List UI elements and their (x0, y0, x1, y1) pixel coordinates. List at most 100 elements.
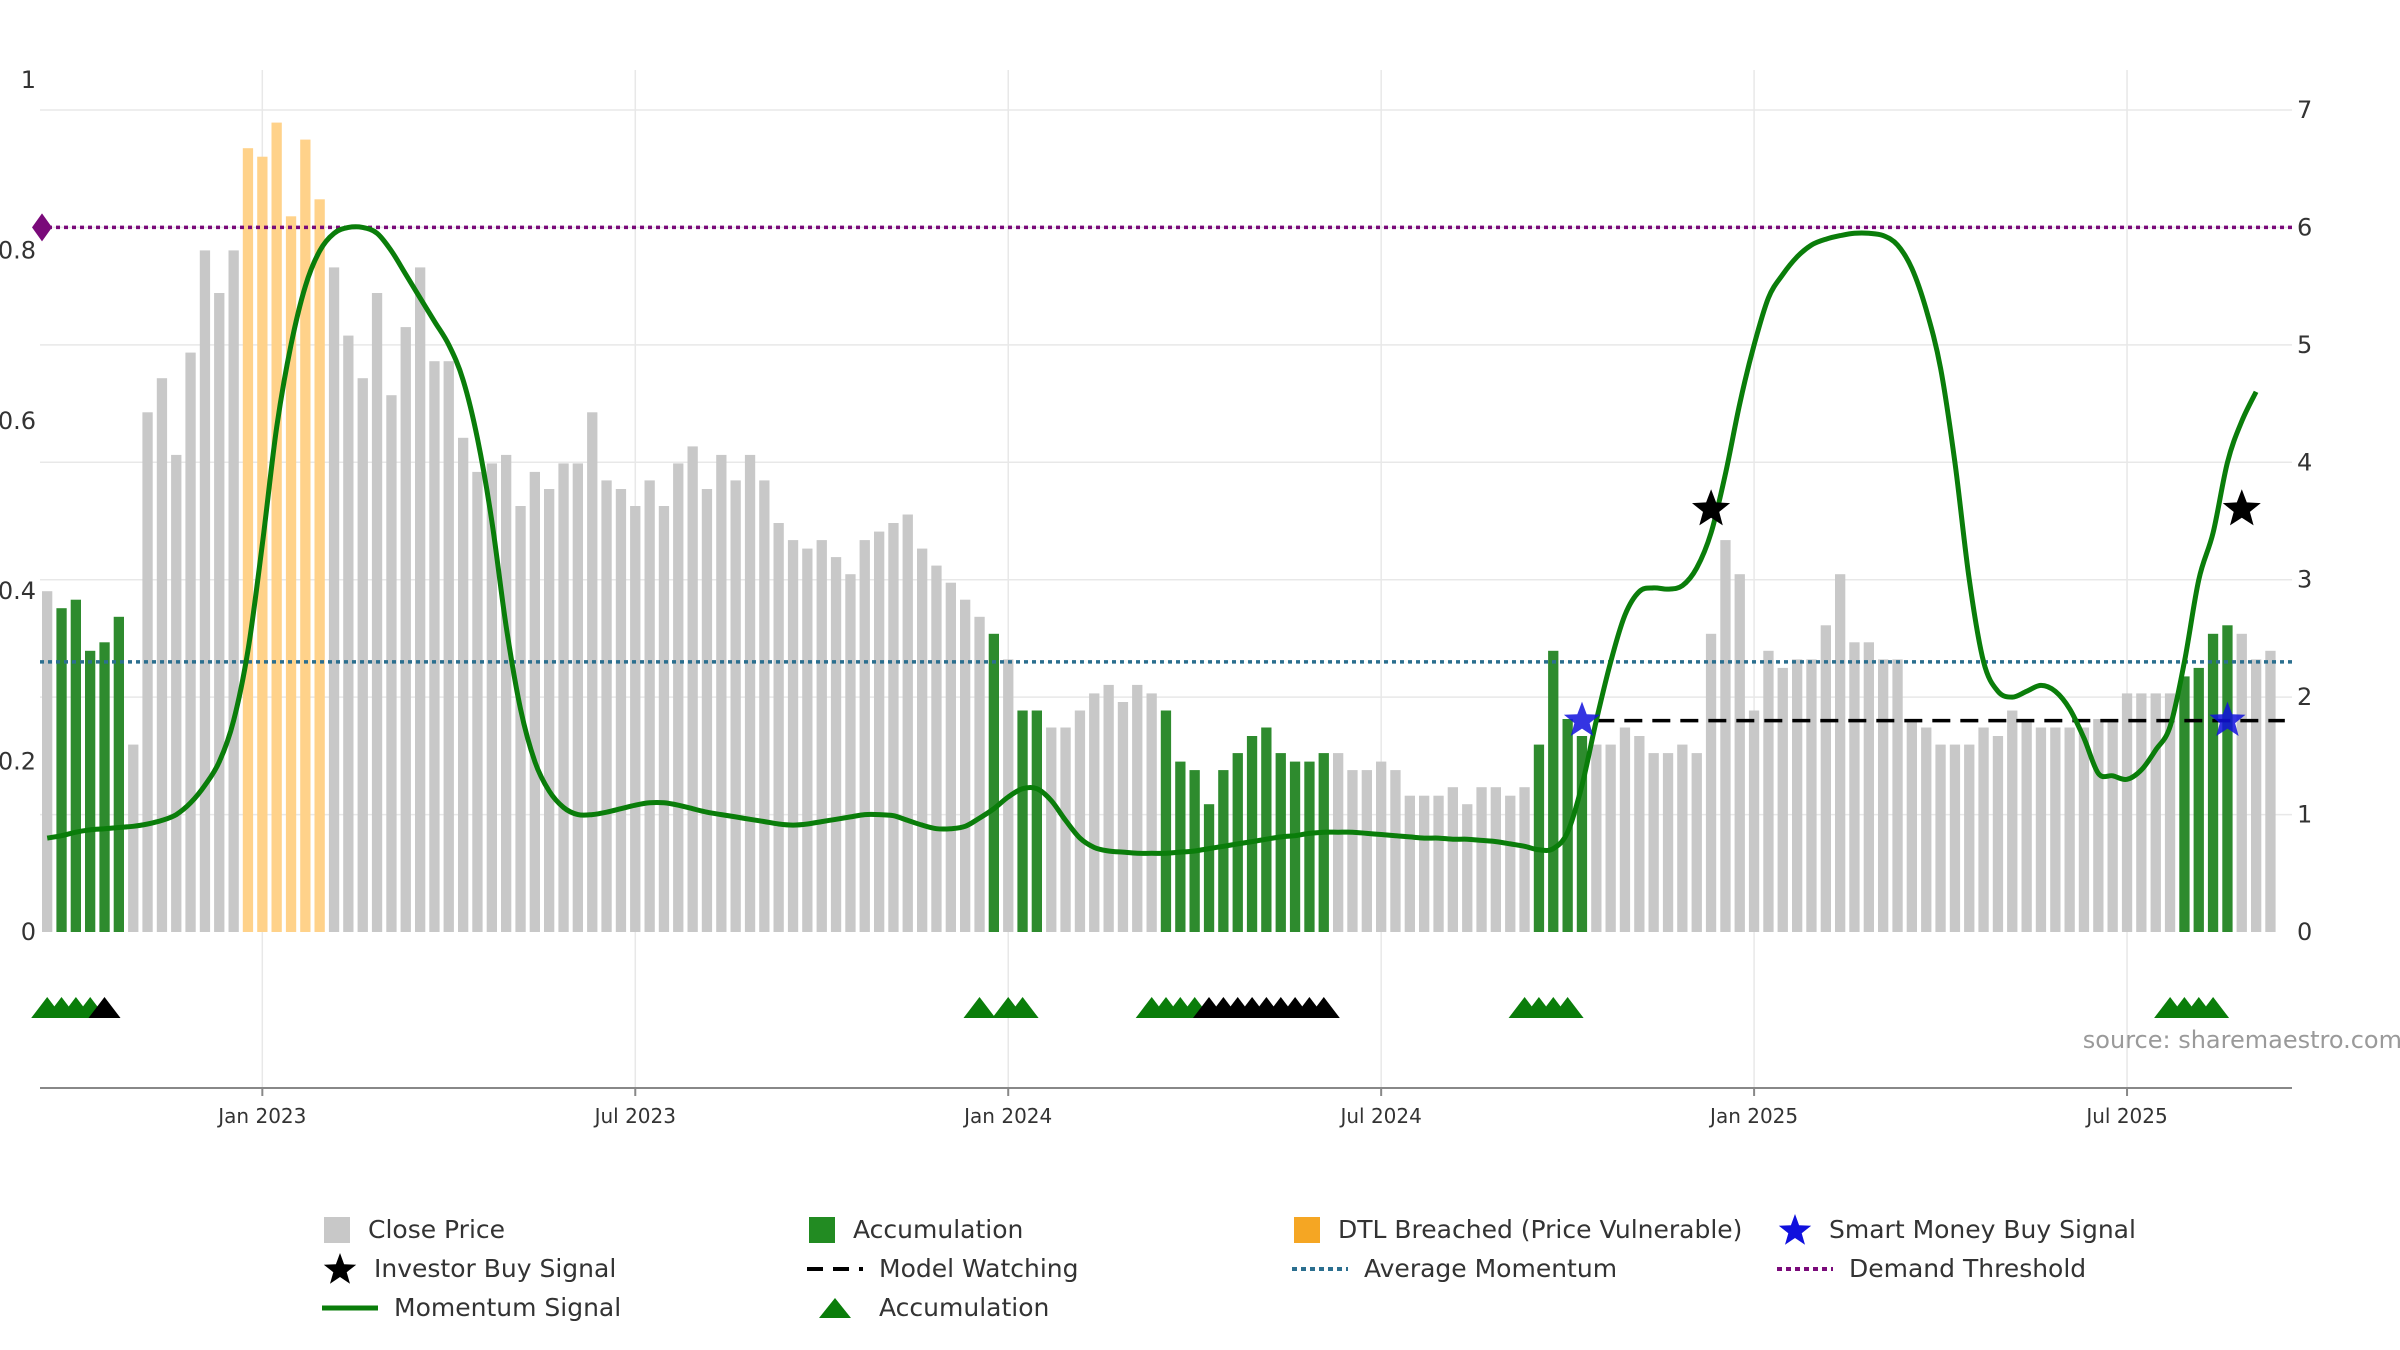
legend-item-smart-money-buy: Smart Money Buy Signal (1775, 1210, 2220, 1249)
close-price-bar (2164, 693, 2176, 932)
y-right-tick-label: 6 (2297, 213, 2312, 241)
accumulation-bar (113, 616, 124, 932)
dtl-breached-bar (285, 216, 297, 933)
accumulation-bar (85, 650, 96, 932)
blue-dotted-line-icon (1292, 1266, 1348, 1271)
close-price-bar (1347, 770, 1358, 932)
close-price-bar (1376, 761, 1387, 932)
y-right-tick-label: 2 (2297, 683, 2312, 711)
y-left-tick-label: 0.2 (0, 748, 36, 776)
close-price-bar (974, 616, 985, 932)
close-price-bar (1103, 684, 1114, 932)
close-price-bar (1634, 736, 1645, 932)
momentum-signal-line (46, 224, 2259, 856)
close-price-bar (744, 454, 756, 932)
close-price-bar (1462, 804, 1473, 932)
close-price-bar (1935, 744, 1946, 932)
signal-markers (31, 489, 2261, 1018)
close-price-bar (2093, 719, 2104, 932)
legend-item-close-price: Close Price (320, 1210, 805, 1249)
close-price-bar (1892, 659, 1903, 932)
close-price-bar (443, 361, 454, 932)
close-price-bar (156, 378, 168, 932)
close-price-bar (830, 557, 842, 932)
legend-label: Model Watching (879, 1254, 1079, 1283)
close-price-bar (2150, 693, 2161, 932)
close-price-bar (1921, 727, 1932, 932)
legend-label: Accumulation (853, 1215, 1024, 1244)
close-price-bar (1132, 684, 1143, 932)
close-price-bar (128, 744, 139, 932)
close-price-bar (1648, 753, 1659, 932)
close-price-bar (558, 463, 569, 932)
accumulation-bar (1576, 736, 1588, 932)
legend-item-momentum-signal: Momentum Signal (320, 1288, 805, 1327)
close-price-bar (902, 514, 913, 932)
close-price-bar (1691, 753, 1702, 932)
close-price-bar (773, 523, 784, 932)
legend-item-accumulation: Accumulation (805, 1210, 1290, 1249)
close-price-bar (2035, 727, 2047, 932)
close-price-bar (1146, 693, 1157, 932)
close-price-bar (1419, 795, 1430, 932)
close-price-bar (960, 599, 971, 932)
y-right-tick-label: 0 (2297, 918, 2312, 946)
close-price-bar (343, 335, 354, 933)
legend-item-average-momentum: Average Momentum (1290, 1249, 1775, 1288)
close-price-bar (228, 250, 239, 932)
close-price-bar (673, 463, 684, 932)
y-left-tick-label: 0.8 (0, 236, 36, 264)
legend-label: Close Price (368, 1215, 506, 1244)
close-price-bar (859, 540, 870, 932)
smart-money-buy-star-icon (2209, 701, 2246, 736)
black-dash-icon (807, 1266, 863, 1271)
smart-money-buy-star-icon (1563, 701, 1600, 736)
source-note: source: sharemaestro.com (2083, 1026, 2400, 1054)
accumulation-bar (988, 633, 999, 932)
close-price-bar (1906, 719, 1917, 932)
close-price-bar (42, 591, 53, 932)
dtl-breached-bar (242, 148, 254, 932)
close-price-bar (2064, 727, 2075, 932)
close-price-bar (802, 548, 813, 932)
close-price-bar (1734, 574, 1745, 932)
legend-label: Accumulation (879, 1293, 1050, 1322)
y-left-tick-label: 1 (21, 66, 36, 94)
close-price-bar (400, 327, 411, 933)
legend-label: Investor Buy Signal (374, 1254, 617, 1283)
close-price-bar (1978, 727, 1989, 932)
close-price-bar (1992, 736, 2004, 932)
close-price-bar (1074, 710, 1086, 932)
y-left-tick-label: 0 (21, 918, 36, 946)
close-price-bar (701, 489, 713, 932)
legend-label: Smart Money Buy Signal (1829, 1215, 2136, 1244)
close-price-bar (587, 412, 598, 932)
accumulation-bar (1318, 753, 1329, 932)
close-price-bar (1390, 770, 1401, 932)
close-price-bar (615, 489, 627, 932)
y-right-tick-label: 5 (2297, 331, 2312, 359)
orange-square-icon (1294, 1216, 1320, 1243)
close-price-bar (1720, 540, 1731, 932)
close-price-bar (1619, 727, 1631, 932)
close-price-bar (1046, 727, 1057, 932)
legend-item-demand-threshold: Demand Threshold (1775, 1249, 2220, 1288)
accumulation-bar (1275, 753, 1286, 932)
accumulation-triangle-icon (2197, 997, 2230, 1018)
close-price-bar (917, 548, 928, 932)
close-price-bar (572, 463, 583, 932)
close-price-bar (142, 412, 153, 932)
close-price-bar (1763, 650, 1774, 932)
accumulation-bar (1160, 710, 1172, 932)
accumulation-triangle-icon (1006, 997, 1039, 1018)
accumulation-bar (99, 642, 110, 932)
close-price-bar (386, 395, 397, 932)
axes: Jan 2023 Jul 2023 Jan 2024 Jul 2024 Jan 2025… (0, 66, 2312, 1128)
close-price-bar (2021, 719, 2032, 932)
close-price-bar (458, 437, 469, 932)
y-right-tick-label: 7 (2297, 96, 2312, 124)
accumulation-bar (1031, 710, 1042, 932)
x-tick-label: Jan 2023 (216, 1104, 306, 1128)
close-price-bar (1361, 770, 1372, 932)
